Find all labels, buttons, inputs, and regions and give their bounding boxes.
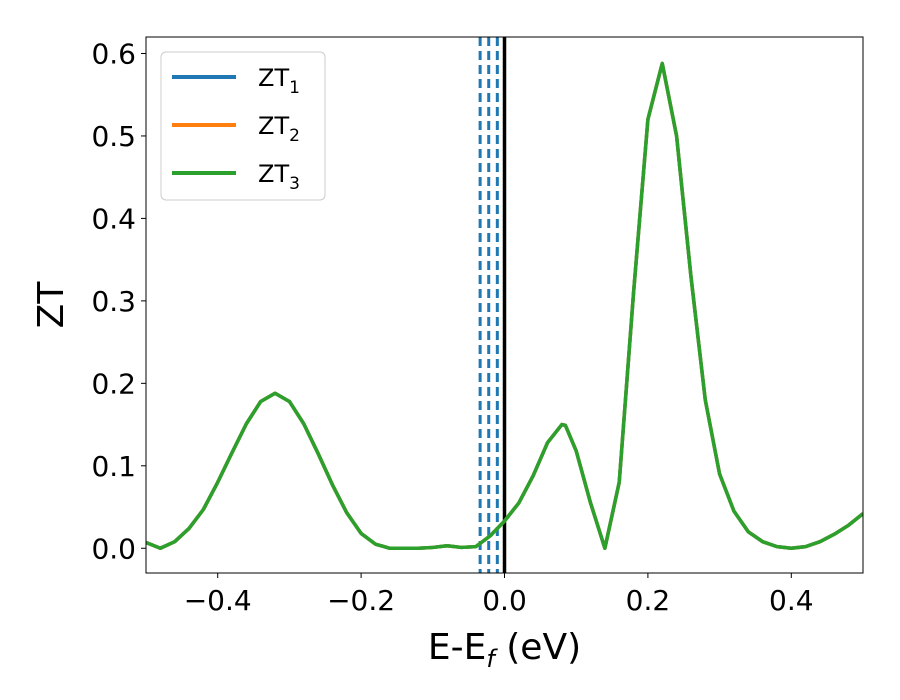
x-tick-label: 0.4 xyxy=(769,584,814,617)
legend-box xyxy=(160,51,326,201)
x-tick-label: −0.4 xyxy=(184,584,252,617)
legend-label-zt2: ZT2 xyxy=(258,112,300,146)
x-tick-label: 0.2 xyxy=(626,584,671,617)
y-tick-label: 0.3 xyxy=(91,285,136,318)
y-axis-label: ZT xyxy=(31,281,72,329)
x-axis-label-main: E-E xyxy=(428,627,486,668)
y-tick-label: 0.0 xyxy=(91,532,136,565)
axis-ticks: −0.4 −0.2 0.0 0.2 0.4 0.0 0.1 0.2 0.3 0.4 0.5 0.6 xyxy=(91,37,813,617)
x-tick-label: 0.0 xyxy=(482,584,527,617)
x-tick-label: −0.2 xyxy=(327,584,395,617)
y-tick-label: 0.6 xyxy=(91,37,136,70)
y-tick-label: 0.5 xyxy=(91,120,136,153)
y-tick-label: 0.2 xyxy=(91,367,136,400)
y-tick-label: 0.1 xyxy=(91,450,136,483)
x-axis-label-unit: (eV) xyxy=(495,627,581,668)
series-line-zt3 xyxy=(146,61,863,551)
legend-label-zt3: ZT3 xyxy=(258,160,300,194)
legend: ZT1 ZT2 ZT3 xyxy=(160,51,326,201)
y-tick-label: 0.4 xyxy=(91,202,136,235)
x-axis-label: E-Ef (eV) xyxy=(428,627,581,673)
legend-label-zt1: ZT1 xyxy=(258,64,300,98)
plot-area xyxy=(146,37,863,573)
